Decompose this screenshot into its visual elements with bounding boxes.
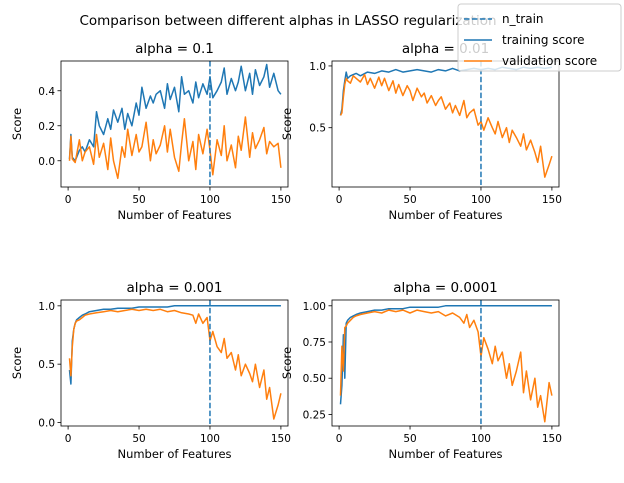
axes-frame — [331, 299, 560, 427]
x-axis-label: Number of Features — [117, 208, 231, 222]
y-axis-label: Score — [280, 108, 294, 140]
x-tick-label: 100 — [200, 194, 220, 206]
training-score-line — [68, 63, 282, 162]
y-axis-label: Score — [10, 347, 24, 379]
x-tick-label: 0 — [65, 433, 72, 445]
x-tick-label: 0 — [336, 433, 343, 445]
x-tick-label: 150 — [542, 194, 562, 206]
validation-score-line — [339, 309, 553, 423]
y-tick-label: 0.4 — [38, 86, 55, 98]
x-axis-label: Number of Features — [388, 208, 502, 222]
x-tick-label: 0 — [336, 194, 343, 206]
figure-suptitle: Comparison between different alphas in L… — [79, 13, 496, 29]
y-tick-label: 1.00 — [303, 301, 326, 313]
axes-frame — [331, 60, 560, 188]
subplot-1: 0 50 100 150 0.0 0.2 0.4 alpha = 0.1 Number of F… — [10, 41, 291, 222]
training-score-line — [68, 305, 281, 385]
x-tick-label: 50 — [132, 433, 145, 445]
subplot-title: alpha = 0.0001 — [393, 280, 498, 296]
axes-frame — [60, 299, 289, 427]
y-tick-label: 0.0 — [38, 156, 55, 168]
y-tick-label: 0.75 — [303, 337, 326, 349]
legend-box — [457, 3, 622, 72]
x-tick-label: 100 — [200, 433, 220, 445]
x-axis-label: Number of Features — [117, 447, 231, 461]
x-tick-label: 100 — [471, 433, 491, 445]
training-score-line — [339, 305, 552, 405]
plot-area — [68, 300, 282, 426]
y-tick-label: 1.0 — [309, 61, 326, 73]
y-tick-label: 0.25 — [303, 409, 326, 421]
plot-area — [339, 300, 553, 426]
legend-label: training score — [502, 33, 585, 47]
subplot-title: alpha = 0.1 — [135, 41, 214, 57]
y-tick-label: 0.0 — [38, 418, 55, 430]
x-tick-label: 100 — [471, 194, 491, 206]
y-tick-label: 0.50 — [303, 373, 326, 385]
subplot-4: 0 50 100 150 0.25 0.50 0.75 1.00 alpha = 0.0001 N… — [280, 280, 562, 461]
validation-score-line — [68, 308, 282, 420]
legend-label: validation score — [502, 54, 597, 68]
y-tick-label: 1.0 — [38, 301, 55, 313]
y-tick-label: 0.5 — [38, 359, 55, 371]
subplots: 0 50 100 150 0.0 0.2 0.4 alpha = 0.1 Number of F… — [10, 41, 562, 461]
x-axis-label: Number of Features — [388, 447, 502, 461]
legend-label: n_train — [502, 12, 544, 26]
subplot-3: 0 50 100 150 0.0 0.5 1.0 alpha = 0.001 Number of… — [10, 280, 291, 461]
plot-area — [68, 61, 282, 187]
axes-frame — [60, 60, 289, 188]
y-tick-label: 0.2 — [38, 121, 55, 133]
y-axis-label: Score — [10, 108, 24, 140]
subplot-title: alpha = 0.001 — [127, 280, 223, 296]
x-tick-label: 150 — [271, 433, 291, 445]
x-tick-label: 50 — [403, 194, 416, 206]
y-axis-label: Score — [280, 347, 294, 379]
x-tick-label: 150 — [542, 433, 562, 445]
x-tick-label: 0 — [65, 194, 72, 206]
x-tick-label: 50 — [403, 433, 416, 445]
x-tick-label: 150 — [271, 194, 291, 206]
legend: n_train training score validation score — [457, 3, 622, 72]
validation-score-line — [68, 116, 282, 180]
x-tick-label: 50 — [132, 194, 145, 206]
validation-score-line — [339, 73, 553, 178]
y-tick-label: 0.5 — [309, 123, 326, 135]
